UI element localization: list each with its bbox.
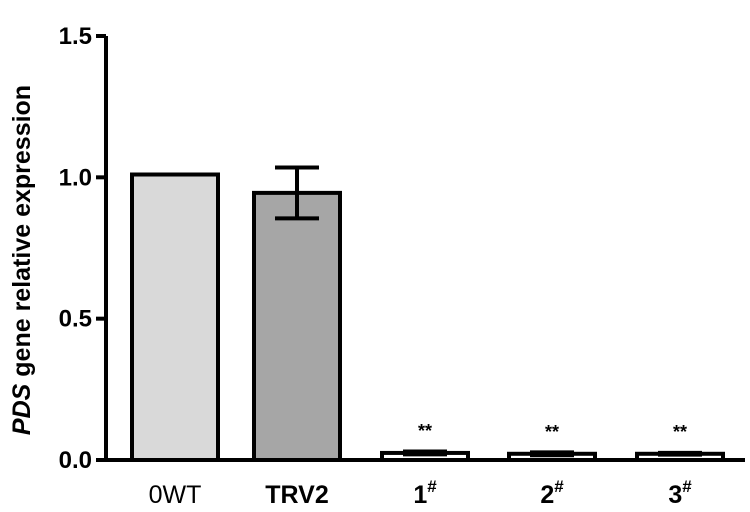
- x-tick-label-text-0: 0WT: [149, 481, 202, 509]
- x-tick-label-2: 1#: [413, 477, 437, 509]
- y-tick-label-3: 1.5: [59, 23, 92, 50]
- x-tick-label-0: 0WT: [149, 481, 202, 509]
- x-tick-label-1: TRV2: [265, 481, 328, 509]
- error-bar-3: [530, 450, 574, 458]
- x-tick-label-text-3: 2: [540, 481, 554, 509]
- x-tick-label-text-2: 1: [413, 481, 427, 509]
- bar-1: [252, 190, 342, 462]
- error-bar-4: [658, 450, 702, 457]
- y-axis-label: PDS gene relative expression: [8, 85, 36, 435]
- x-tick-label-3: 2#: [540, 477, 564, 509]
- x-tick-label-superscript-3: #: [554, 477, 564, 496]
- significance-label-3: **: [545, 422, 559, 442]
- error-bar-1: [275, 165, 319, 221]
- x-tick-label-text-1: TRV2: [265, 481, 328, 509]
- y-tick-label-1: 0.5: [59, 306, 92, 333]
- x-tick-label-superscript-2: #: [427, 477, 437, 496]
- y-axis-label-rest: gene relative expression: [8, 85, 36, 384]
- y-tick-label-0: 0.0: [59, 447, 92, 474]
- bars: [130, 165, 725, 463]
- x-tick-label-text-4: 3: [668, 481, 682, 509]
- x-tick-label-superscript-4: #: [682, 477, 692, 496]
- x-tick-label-4: 3#: [668, 477, 692, 509]
- y-axis-label-gene: PDS: [8, 383, 36, 435]
- labels: 0WT TRV2**1#**2#**3#: [149, 421, 693, 509]
- significance-label-4: **: [673, 422, 687, 442]
- error-bar-2: [403, 449, 447, 457]
- y-tick-label-2: 1.0: [59, 164, 92, 191]
- significance-label-2: **: [418, 421, 432, 441]
- bar-0: [130, 172, 220, 463]
